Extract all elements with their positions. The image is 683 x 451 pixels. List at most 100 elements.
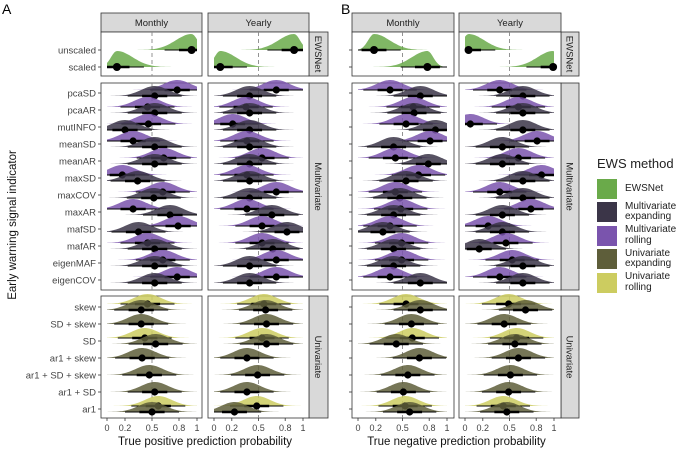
density-multi_roll xyxy=(214,250,303,260)
median-point-uni_exp xyxy=(243,354,251,362)
legend-entry-multi_roll: Multivariate rolling xyxy=(597,224,676,248)
median-point-uni_exp xyxy=(262,320,271,328)
median-point-multi_exp xyxy=(519,262,527,270)
density-uni_exp xyxy=(107,300,197,310)
median-point-multi_exp xyxy=(519,109,527,117)
density-multi_exp xyxy=(214,103,303,113)
y-axis-title: Early warning signal indicator xyxy=(7,150,19,300)
density-multi_roll xyxy=(358,131,447,141)
facet-panel-multivariate-monthly xyxy=(351,80,455,291)
median-point-multi_roll xyxy=(272,273,280,281)
facet-panel-univariate-monthly xyxy=(100,294,203,419)
density-multi_exp xyxy=(107,120,197,130)
median-point-multi_roll xyxy=(272,256,280,264)
density-multi_exp xyxy=(107,137,197,147)
legend-label: Univariate rolling xyxy=(625,271,671,293)
median-point-uni_exp xyxy=(416,306,424,314)
density-uni_exp xyxy=(465,402,554,412)
density-multi_exp xyxy=(107,239,197,249)
density-multi_roll xyxy=(465,233,554,243)
density-uni_roll xyxy=(107,396,197,406)
density-multi_exp xyxy=(465,171,554,181)
median-point-multi_roll xyxy=(129,137,137,145)
median-point-multi_roll xyxy=(173,86,181,94)
density-ewsnet xyxy=(107,34,197,50)
median-point-multi_roll xyxy=(527,205,535,213)
density-multi_exp xyxy=(358,256,447,266)
median-point-uni_exp xyxy=(137,306,145,314)
density-multi_roll xyxy=(465,165,554,175)
legend-entry-ewsnet: EWSNet xyxy=(597,177,676,201)
facet-label: Yearly xyxy=(497,18,523,29)
density-uni_exp xyxy=(107,402,197,412)
x-tick-label: 1 xyxy=(551,423,556,433)
legend-label: EWSNet xyxy=(625,182,664,194)
x-tick-label: 0 xyxy=(462,423,467,433)
legend-label: Multivariate expanding xyxy=(625,200,677,223)
median-point-uni_exp xyxy=(254,371,262,379)
density-multi_roll xyxy=(465,250,554,260)
median-point-uni_exp xyxy=(243,388,251,396)
density-uni_exp xyxy=(358,365,447,375)
y-tick-label: meanAR xyxy=(59,157,96,168)
density-multi_roll xyxy=(107,267,197,277)
group-label: EWSNet xyxy=(312,36,323,73)
facet-panel-multivariate-yearly xyxy=(458,80,562,291)
median-point-multi_exp xyxy=(519,194,527,202)
density-multi_roll xyxy=(214,182,303,192)
density-multi_exp xyxy=(214,205,303,215)
median-point-multi_exp xyxy=(379,228,387,236)
density-uni_exp xyxy=(465,314,554,324)
group-label: Univariate xyxy=(564,336,575,379)
median-point-uni_exp xyxy=(506,371,514,379)
density-multi_roll xyxy=(358,97,447,107)
x-tick-label: 1 xyxy=(444,423,449,433)
y-tick-label: eigenCOV xyxy=(52,276,96,287)
median-point-multi_exp xyxy=(246,109,254,117)
density-uni_roll xyxy=(107,294,197,304)
median-point-uni_exp xyxy=(230,408,239,416)
y-tick-label: mafAR xyxy=(67,242,96,253)
median-point-multi_exp xyxy=(283,228,291,236)
density-uni_exp xyxy=(358,348,447,358)
median-point-multi_roll xyxy=(144,120,152,128)
density-uni_exp xyxy=(465,334,554,344)
x-tick-label: 0.8 xyxy=(530,423,543,433)
density-multi_exp xyxy=(465,239,554,249)
density-multi_roll xyxy=(214,148,303,158)
density-multi_roll xyxy=(107,165,197,175)
median-point-uni_exp xyxy=(145,371,153,379)
median-point-multi_roll xyxy=(243,205,251,213)
median-point-uni_exp xyxy=(521,306,530,314)
median-point-ewsnet xyxy=(464,46,473,54)
legend-swatch xyxy=(597,272,617,293)
median-point-uni_exp xyxy=(505,388,513,396)
density-multi_roll xyxy=(107,199,197,209)
median-point-multi_exp xyxy=(390,245,398,253)
median-point-uni_exp xyxy=(514,354,523,362)
density-multi_exp xyxy=(465,103,554,113)
x-tick-label: 0.2 xyxy=(370,423,383,433)
facet-panel-multivariate-monthly xyxy=(100,80,203,291)
density-uni_roll xyxy=(358,328,447,338)
median-point-multi_roll xyxy=(466,120,474,128)
median-point-multi_roll xyxy=(272,188,280,196)
density-uni_exp xyxy=(358,402,447,412)
density-multi_roll xyxy=(465,131,554,141)
median-point-uni_exp xyxy=(404,371,412,379)
density-multi_exp xyxy=(465,120,554,130)
median-point-multi_exp xyxy=(424,160,432,168)
y-tick-label: ar1 + SD xyxy=(58,388,96,399)
median-point-multi_roll xyxy=(386,273,394,281)
y-tick-label: pcaAR xyxy=(67,106,96,117)
density-uni_exp xyxy=(214,382,303,392)
median-point-uni_roll xyxy=(253,402,261,410)
median-point-multi_exp xyxy=(475,245,483,253)
density-uni_exp xyxy=(107,365,197,375)
density-multi_exp xyxy=(465,137,554,147)
y-tick-label: scaled xyxy=(69,63,96,74)
median-point-multi_roll xyxy=(129,205,137,213)
density-multi_roll xyxy=(358,114,447,124)
density-multi_roll xyxy=(214,80,303,90)
